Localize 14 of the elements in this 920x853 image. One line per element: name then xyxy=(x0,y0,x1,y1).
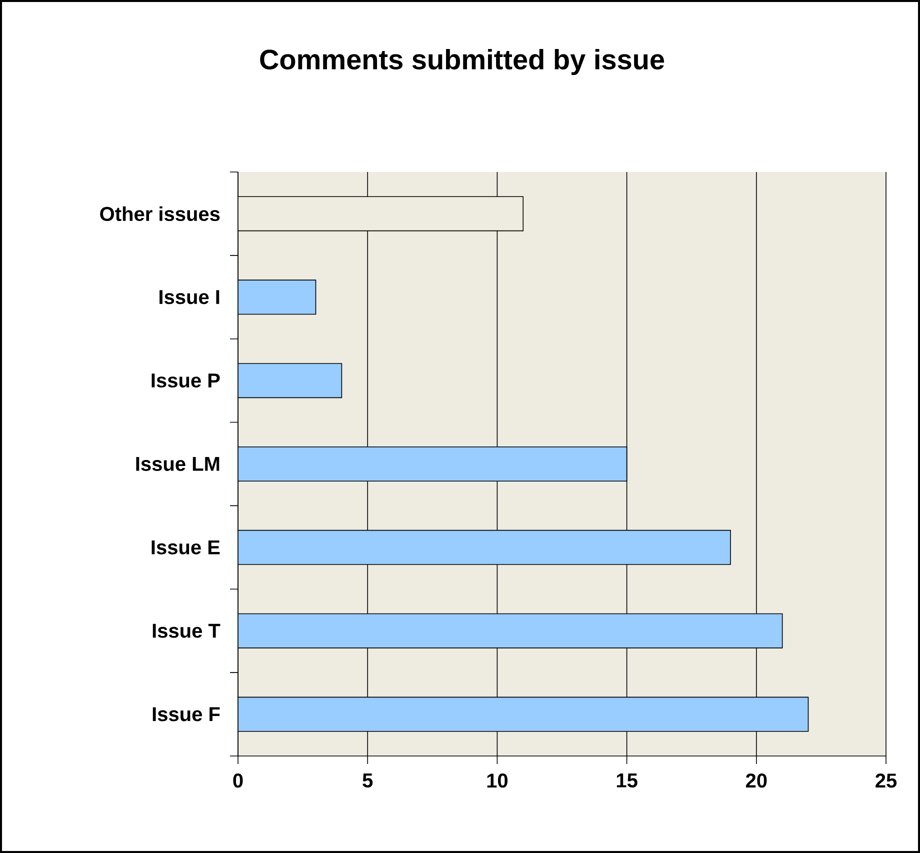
x-tick-label: 0 xyxy=(233,774,243,788)
chart-title: Comments submitted by issue xyxy=(260,48,664,76)
x-tick-label: 20 xyxy=(746,774,767,788)
y-tick-label: Issue T xyxy=(152,624,220,638)
y-tick-label: Issue LM xyxy=(136,457,220,471)
x-tick-label: 25 xyxy=(876,774,897,788)
y-tick-label: Issue E xyxy=(152,540,220,554)
y-tick-label: Issue F xyxy=(152,707,220,722)
x-tick-label: 15 xyxy=(616,774,638,788)
y-tick-label: Issue I xyxy=(160,290,220,304)
y-tick-label: Issue P xyxy=(152,374,220,388)
x-tick-label: 5 xyxy=(362,774,373,788)
y-tick-label: Other issues xyxy=(100,206,220,222)
x-tick-label: 10 xyxy=(487,774,508,788)
